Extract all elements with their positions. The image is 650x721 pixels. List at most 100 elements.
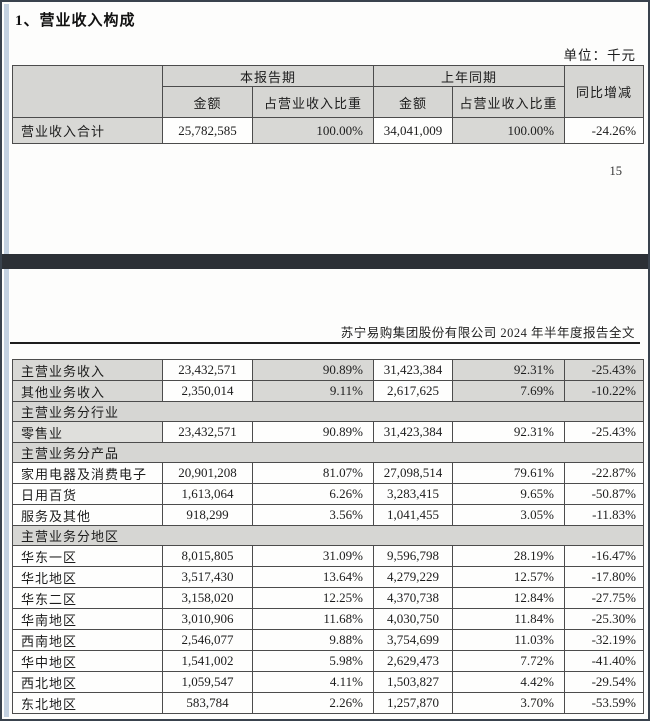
- row-label: 零售业: [12, 421, 163, 443]
- current-amount: 2,350,014: [162, 380, 253, 402]
- header-empty-cell: [12, 65, 163, 118]
- section-label: 主营业务分行业: [12, 401, 644, 422]
- yoy-change: -16.47%: [564, 545, 644, 567]
- section-title: 1、营业收入构成: [15, 13, 136, 29]
- header-amount-prior: 金额: [373, 86, 454, 118]
- prior-share: 28.19%: [452, 545, 565, 567]
- yoy-change: -25.43%: [564, 359, 644, 381]
- yoy-change: -32.19%: [564, 629, 644, 651]
- current-amount: 23,432,571: [162, 421, 253, 443]
- header-share-current: 占营业收入比重: [251, 86, 375, 118]
- current-amount: 1,541,002: [162, 650, 253, 672]
- yoy-change: -53.59%: [564, 692, 644, 714]
- yoy-change: -11.83%: [564, 504, 644, 526]
- table-row: 华东二区 3,158,020 12.25% 4,370,738 12.84% -27.75…: [12, 587, 644, 609]
- row-label: 华北地区: [12, 566, 163, 588]
- prior-share: 92.31%: [452, 359, 565, 381]
- prior-amount: 4,370,738: [373, 587, 453, 609]
- current-share: 5.98%: [252, 650, 374, 672]
- prior-amount: 2,629,473: [373, 650, 453, 672]
- prior-amount: 2,617,625: [373, 380, 453, 402]
- current-amount: 3,517,430: [162, 566, 253, 588]
- current-amount: 8,015,805: [162, 545, 253, 567]
- prior-share: 92.31%: [452, 421, 565, 443]
- row-label: 家用电器及消费电子: [12, 462, 163, 484]
- current-amount: 25,782,585: [162, 117, 253, 144]
- table-row: 家用电器及消费电子 20,901,208 81.07% 27,098,514 79.61…: [12, 462, 644, 484]
- prior-share: 11.84%: [452, 608, 565, 630]
- current-share: 6.26%: [252, 483, 374, 505]
- current-share: 11.68%: [252, 608, 374, 630]
- prior-share: 3.70%: [452, 692, 565, 714]
- prior-amount: 1,041,455: [373, 504, 453, 526]
- prior-share: 12.57%: [452, 566, 565, 588]
- current-share: 9.11%: [252, 380, 374, 402]
- yoy-change: -25.43%: [564, 421, 644, 443]
- prior-amount: 34,041,009: [373, 117, 454, 144]
- yoy-change: -50.87%: [564, 483, 644, 505]
- prior-share: 11.03%: [452, 629, 565, 651]
- header-yoy-change: 同比增减: [564, 65, 645, 118]
- current-share: 90.89%: [252, 359, 374, 381]
- header-row-periods: 本报告期 上年同期 同比增减: [12, 65, 645, 118]
- header-rule: [10, 342, 640, 344]
- prior-amount: 31,423,384: [373, 359, 453, 381]
- revenue-summary-table: 本报告期 上年同期 同比增减 金额 占营业收入比重 金额 占营业收入比重 营业收…: [12, 65, 645, 144]
- header-current-period: 本报告期: [161, 65, 375, 87]
- prior-amount: 3,754,699: [373, 629, 453, 651]
- yoy-change: -27.75%: [564, 587, 644, 609]
- prior-amount: 1,503,827: [373, 671, 453, 693]
- section-label: 主营业务分地区: [12, 525, 644, 546]
- row-label: 华东一区: [12, 545, 163, 567]
- report-header-text: 苏宁易购集团股份有限公司 2024 年半年度报告全文: [340, 326, 635, 340]
- prior-share: 100.00%: [452, 117, 566, 144]
- prior-amount: 9,596,798: [373, 545, 453, 567]
- row-label: 其他业务收入: [12, 380, 163, 402]
- yoy-change: -25.30%: [564, 608, 644, 630]
- prior-amount: 31,423,384: [373, 421, 453, 443]
- table-row: 服务及其他 918,299 3.56% 1,041,455 3.05% -11.83%: [12, 504, 644, 526]
- prior-amount: 3,283,415: [373, 483, 453, 505]
- current-amount: 1,059,547: [162, 671, 253, 693]
- revenue-detail-table: 主营业务收入 23,432,571 90.89% 31,423,384 92.31% -2…: [12, 359, 644, 714]
- row-label: 日用百货: [12, 483, 163, 505]
- current-share: 12.25%: [252, 587, 374, 609]
- row-label: 东北地区: [12, 692, 163, 714]
- yoy-change: -24.26%: [564, 117, 645, 144]
- section-row: 主营业务分地区: [12, 525, 644, 546]
- page-edge-strip: [4, 4, 9, 717]
- prior-amount: 4,279,229: [373, 566, 453, 588]
- row-label: 华南地区: [12, 608, 163, 630]
- unit-label: 单位：千元: [563, 48, 636, 63]
- current-amount: 3,158,020: [162, 587, 253, 609]
- table-row: 华中地区 1,541,002 5.98% 2,629,473 7.72% -41.40%: [12, 650, 644, 672]
- current-share: 81.07%: [252, 462, 374, 484]
- table-row: 东北地区 583,784 2.26% 1,257,870 3.70% -53.59%: [12, 692, 644, 714]
- current-share: 90.89%: [252, 421, 374, 443]
- current-share: 2.26%: [252, 692, 374, 714]
- row-label: 西北地区: [12, 671, 163, 693]
- header-row-measures: 金额 占营业收入比重 金额 占营业收入比重: [13, 86, 644, 118]
- prior-share: 4.42%: [452, 671, 565, 693]
- section-row: 主营业务分行业: [12, 401, 644, 422]
- row-label: 服务及其他: [12, 504, 163, 526]
- yoy-change: -10.22%: [564, 380, 644, 402]
- yoy-change: -22.87%: [564, 462, 644, 484]
- table-row: 华北地区 3,517,430 13.64% 4,279,229 12.57% -17.80…: [12, 566, 644, 588]
- prior-share: 3.05%: [452, 504, 565, 526]
- row-label: 华东二区: [12, 587, 163, 609]
- table-row: 华南地区 3,010,906 11.68% 4,030,750 11.84% -25.30…: [12, 608, 644, 630]
- current-amount: 583,784: [162, 692, 253, 714]
- current-amount: 2,546,077: [162, 629, 253, 651]
- table-row: 华东一区 8,015,805 31.09% 9,596,798 28.19% -16.47…: [12, 545, 644, 567]
- current-amount: 1,613,064: [162, 483, 253, 505]
- row-label: 主营业务收入: [12, 359, 163, 381]
- current-amount: 918,299: [162, 504, 253, 526]
- prior-share: 7.72%: [452, 650, 565, 672]
- current-share: 13.64%: [252, 566, 374, 588]
- prior-amount: 27,098,514: [373, 462, 453, 484]
- current-amount: 20,901,208: [162, 462, 253, 484]
- header-share-prior: 占营业收入比重: [452, 86, 566, 118]
- page-number: 15: [609, 164, 623, 178]
